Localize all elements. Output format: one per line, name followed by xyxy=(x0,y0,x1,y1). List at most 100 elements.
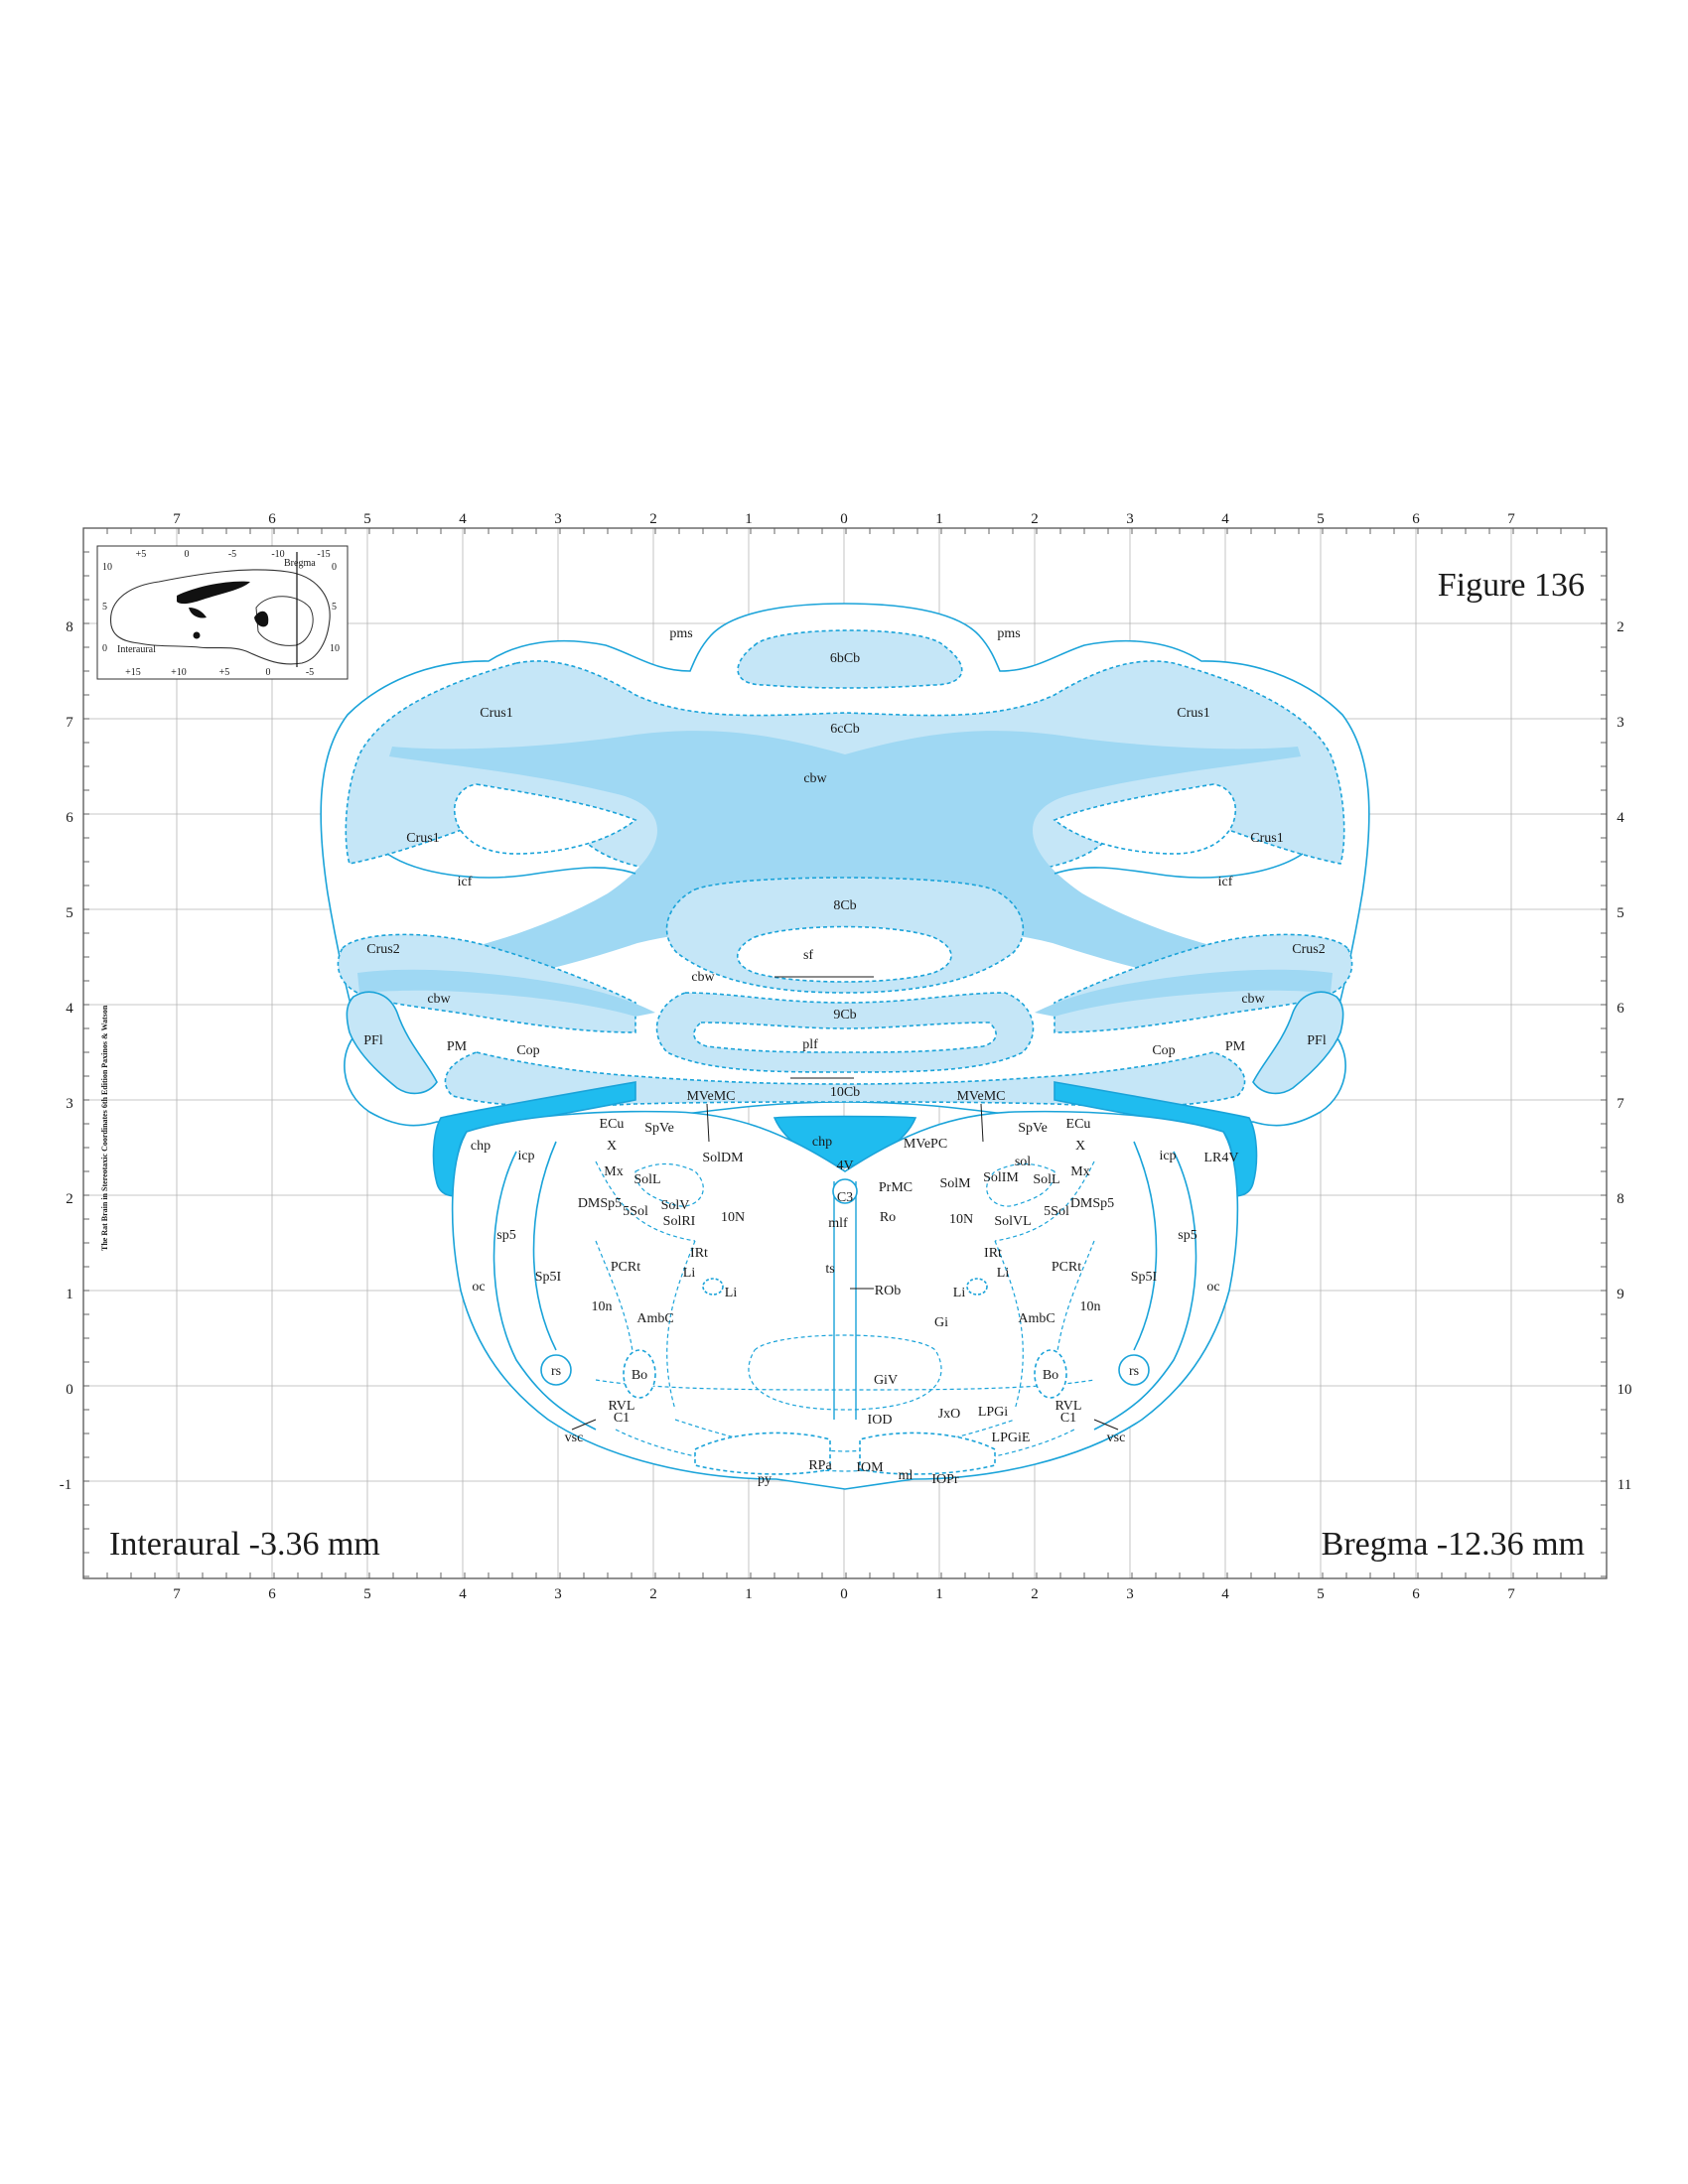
right-tick: 3 xyxy=(1617,715,1624,731)
label-dmsp5-l: DMSp5 xyxy=(578,1196,622,1211)
left-tick: 1 xyxy=(66,1287,73,1302)
label-pfl-l: PFl xyxy=(363,1033,383,1048)
top-tick: 5 xyxy=(1317,511,1325,527)
label-spve-l: SpVe xyxy=(644,1121,674,1136)
left-tick: 0 xyxy=(66,1382,73,1398)
label-bo-l: Bo xyxy=(632,1368,647,1383)
label-oc-l: oc xyxy=(472,1280,485,1295)
label-li-l1: Li xyxy=(683,1266,696,1281)
inset-right-tick: 0 xyxy=(332,562,337,573)
right-tick: 8 xyxy=(1617,1191,1624,1207)
inset-dot xyxy=(194,632,201,639)
label-ro: Ro xyxy=(880,1210,896,1225)
label-5sol-l: 5Sol xyxy=(623,1204,648,1219)
label-pcrt-r: PCRt xyxy=(1052,1260,1081,1275)
left-axis: 8 7 6 5 4 3 2 1 0 -1 xyxy=(60,619,74,1493)
bregma-caption: Bregma -12.36 mm xyxy=(1322,1526,1585,1563)
top-tick: 0 xyxy=(840,511,848,527)
left-tick: 2 xyxy=(66,1191,73,1207)
inset-bregma-label: Bregma xyxy=(284,558,316,569)
label-icp-l: icp xyxy=(517,1149,534,1163)
sf-lobule xyxy=(738,927,951,983)
label-crus1-ml: Crus1 xyxy=(406,831,439,846)
label-cop-l: Cop xyxy=(516,1043,539,1058)
label-sp5-r: sp5 xyxy=(1178,1228,1196,1243)
label-mvemc-l: MVeMC xyxy=(686,1089,735,1104)
label-prmc: PrMC xyxy=(879,1180,913,1195)
bottom-tick: 7 xyxy=(1507,1586,1515,1602)
inset-left-tick: 5 xyxy=(102,602,107,613)
label-cbw-r: cbw xyxy=(1241,992,1265,1007)
label-10cb: 10Cb xyxy=(830,1085,860,1100)
label-crus2-l: Crus2 xyxy=(366,942,399,957)
top-tick: 6 xyxy=(268,511,276,527)
bottom-tick: 3 xyxy=(1126,1586,1134,1602)
inset-top-tick: -10 xyxy=(271,549,284,560)
right-tick: 7 xyxy=(1617,1096,1624,1112)
label-10n-lower-l: 10n xyxy=(592,1299,613,1314)
top-tick: 1 xyxy=(745,511,753,527)
label-soll-r: SolL xyxy=(1033,1172,1059,1187)
label-lpgi: LPGi xyxy=(978,1405,1008,1420)
top-tick: 7 xyxy=(1507,511,1515,527)
bottom-tick: 1 xyxy=(745,1586,753,1602)
left-tick: 6 xyxy=(66,810,73,826)
bottom-tick: 0 xyxy=(840,1586,848,1602)
label-10n-upper-l: 10N xyxy=(721,1210,745,1225)
label-sp5i-l: Sp5I xyxy=(535,1270,562,1285)
top-tick: 4 xyxy=(459,511,467,527)
label-iod: IOD xyxy=(868,1413,893,1428)
inset-left-tick: 10 xyxy=(102,562,112,573)
label-giv: GiV xyxy=(874,1373,898,1388)
top-tick: 5 xyxy=(363,511,371,527)
left-tick: 5 xyxy=(66,905,73,921)
label-oc-r: oc xyxy=(1206,1280,1219,1295)
top-tick: 2 xyxy=(1031,511,1039,527)
label-pms-r: pms xyxy=(997,626,1020,641)
left-tick: 3 xyxy=(66,1096,73,1112)
bottom-tick: 5 xyxy=(1317,1586,1325,1602)
label-c3: C3 xyxy=(837,1190,853,1205)
interaural-caption: Interaural -3.36 mm xyxy=(109,1526,380,1563)
top-tick: 1 xyxy=(935,511,943,527)
label-pm-l: PM xyxy=(447,1039,468,1054)
bottom-tick: 4 xyxy=(459,1586,467,1602)
left-tick: 4 xyxy=(66,1001,73,1017)
label-mvepc: MVePC xyxy=(904,1137,947,1152)
label-irt-l: IRt xyxy=(690,1246,708,1261)
label-lpgie: LPGiE xyxy=(992,1431,1031,1445)
bottom-tick: 2 xyxy=(649,1586,657,1602)
label-mx-l: Mx xyxy=(604,1164,623,1179)
top-axis: 7 6 5 4 3 2 1 0 1 2 3 4 5 6 7 xyxy=(173,511,1515,527)
bottom-tick: 5 xyxy=(363,1586,371,1602)
top-tick: 6 xyxy=(1412,511,1420,527)
bottom-tick: 4 xyxy=(1221,1586,1229,1602)
label-icf-r: icf xyxy=(1218,875,1233,889)
inset-interaural-label: Interaural xyxy=(117,644,156,655)
left-tick: 8 xyxy=(66,619,73,635)
label-icf-l: icf xyxy=(458,875,473,889)
label-cop-r: Cop xyxy=(1152,1043,1175,1058)
label-ts: ts xyxy=(825,1262,834,1277)
inset-top-tick: -15 xyxy=(317,549,330,560)
label-6ccb: 6cCb xyxy=(830,722,860,737)
top-tick: 2 xyxy=(649,511,657,527)
label-cbw-mid: cbw xyxy=(691,970,715,985)
label-iom: IOM xyxy=(856,1460,884,1475)
label-soll-l: SolL xyxy=(633,1172,660,1187)
label-solvl: SolVL xyxy=(994,1214,1031,1229)
top-tick: 3 xyxy=(1126,511,1134,527)
label-8cb: 8Cb xyxy=(833,898,856,913)
inset-top-tick: -5 xyxy=(228,549,236,560)
label-rpa: RPa xyxy=(808,1458,832,1473)
label-pcrt-l: PCRt xyxy=(611,1260,640,1275)
label-py: py xyxy=(758,1472,772,1487)
inset-top-tick: +5 xyxy=(136,549,147,560)
right-tick: 10 xyxy=(1618,1382,1632,1398)
bottom-tick: 2 xyxy=(1031,1586,1039,1602)
label-rs-l: rs xyxy=(551,1364,561,1379)
label-li-r1: Li xyxy=(997,1266,1010,1281)
label-vsc-r: vsc xyxy=(1107,1431,1126,1445)
label-ecu-l: ECu xyxy=(600,1117,625,1132)
label-mlf: mlf xyxy=(828,1216,848,1231)
